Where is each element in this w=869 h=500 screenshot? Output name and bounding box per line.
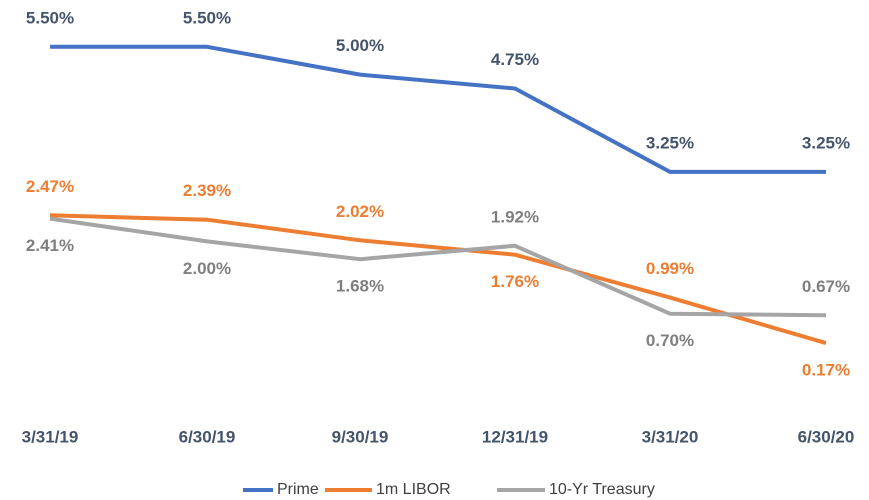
data-label: 1.76% — [491, 272, 539, 291]
legend-label: 10-Yr Treasury — [549, 481, 655, 498]
legend-label: Prime — [277, 481, 319, 498]
data-label: 0.67% — [802, 277, 850, 296]
x-tick-label: 6/30/19 — [179, 427, 236, 446]
data-label: 2.41% — [26, 236, 74, 255]
data-label: 0.70% — [646, 331, 694, 350]
data-label: 5.50% — [183, 8, 231, 27]
data-label: 1.68% — [336, 277, 384, 296]
series-line — [49, 216, 827, 318]
data-label: 1.92% — [491, 207, 539, 226]
data-label: 4.75% — [491, 50, 539, 69]
data-label: 0.17% — [802, 361, 850, 380]
x-tick-label: 9/30/19 — [332, 427, 389, 446]
data-label: 5.00% — [336, 36, 384, 55]
data-label: 2.47% — [26, 177, 74, 196]
x-tick-label: 6/30/20 — [798, 427, 855, 446]
data-label: 2.02% — [336, 202, 384, 221]
x-tick-label: 3/31/19 — [22, 427, 79, 446]
data-label: 2.39% — [183, 181, 231, 200]
x-tick-label: 12/31/19 — [482, 427, 548, 446]
series-line — [49, 213, 827, 346]
x-tick-label: 3/31/20 — [642, 427, 699, 446]
data-label: 3.25% — [646, 133, 694, 152]
series-line — [50, 44, 826, 174]
data-label: 3.25% — [802, 133, 850, 152]
legend-label: 1m LIBOR — [376, 481, 451, 498]
data-label: 0.99% — [646, 259, 694, 278]
data-label: 5.50% — [26, 8, 74, 27]
data-label: 2.00% — [183, 259, 231, 278]
